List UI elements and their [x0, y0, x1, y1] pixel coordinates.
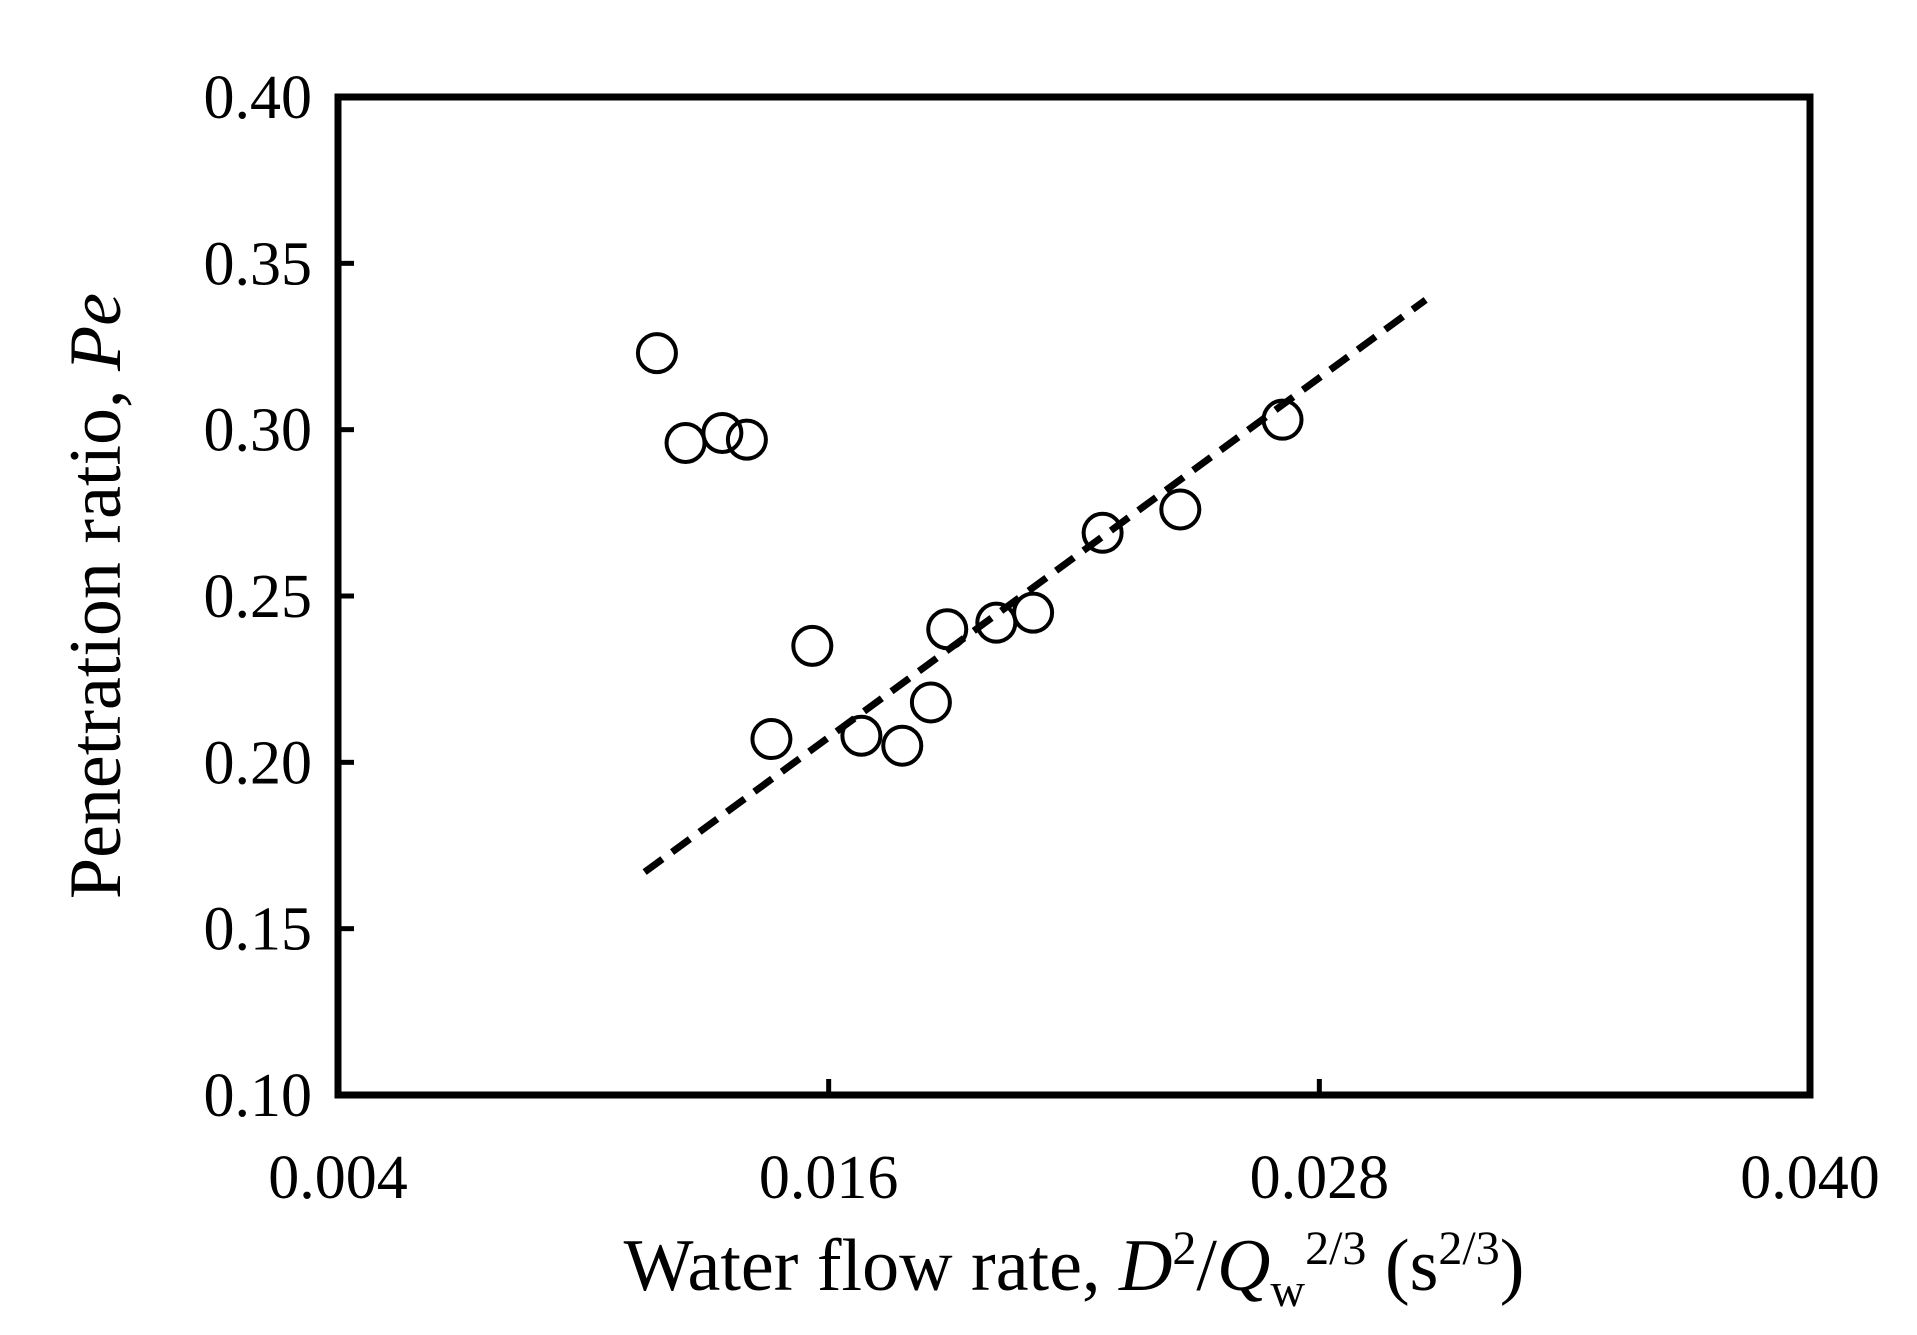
data-point — [750, 718, 793, 761]
data-point — [1012, 591, 1055, 634]
y-tick-label: 0.10 — [204, 1062, 313, 1130]
y-axis-title: Penetration ratio, Pe — [55, 293, 137, 899]
y-axis-ticks: 0.10 0.15 0.20 0.25 0.30 0.35 0.40 — [204, 64, 354, 1130]
y-tick-label: 0.25 — [204, 563, 313, 631]
x-tick-label: 0.016 — [759, 1144, 899, 1212]
trend-line-group — [642, 297, 1428, 875]
x-axis-title: Water flow rate, D2/Qw2/3 (s2/3) — [624, 1222, 1525, 1317]
x-tick-label: 0.004 — [268, 1144, 408, 1212]
plot-area — [334, 93, 1814, 1099]
data-point — [791, 624, 834, 667]
data-point — [664, 421, 707, 464]
fit-line — [642, 297, 1428, 875]
data-points — [635, 332, 1304, 767]
data-point — [881, 724, 924, 767]
y-tick-label: 0.40 — [204, 64, 313, 132]
data-point — [909, 681, 952, 724]
x-tick-label: 0.028 — [1250, 1144, 1390, 1212]
y-tick-label: 0.35 — [204, 230, 313, 298]
data-point — [1081, 511, 1124, 554]
y-tick-label: 0.20 — [204, 729, 313, 797]
data-point — [1159, 488, 1202, 531]
data-point — [701, 411, 744, 454]
y-tick-label: 0.15 — [204, 896, 313, 964]
data-point — [725, 418, 768, 461]
data-point — [840, 714, 883, 757]
x-tick-label: 0.040 — [1740, 1144, 1880, 1212]
data-point — [926, 608, 969, 651]
data-point — [635, 332, 678, 375]
x-axis-ticks: 0.004 0.016 0.028 0.040 — [268, 1079, 1880, 1212]
y-tick-label: 0.30 — [204, 397, 313, 465]
data-point — [1261, 398, 1304, 441]
